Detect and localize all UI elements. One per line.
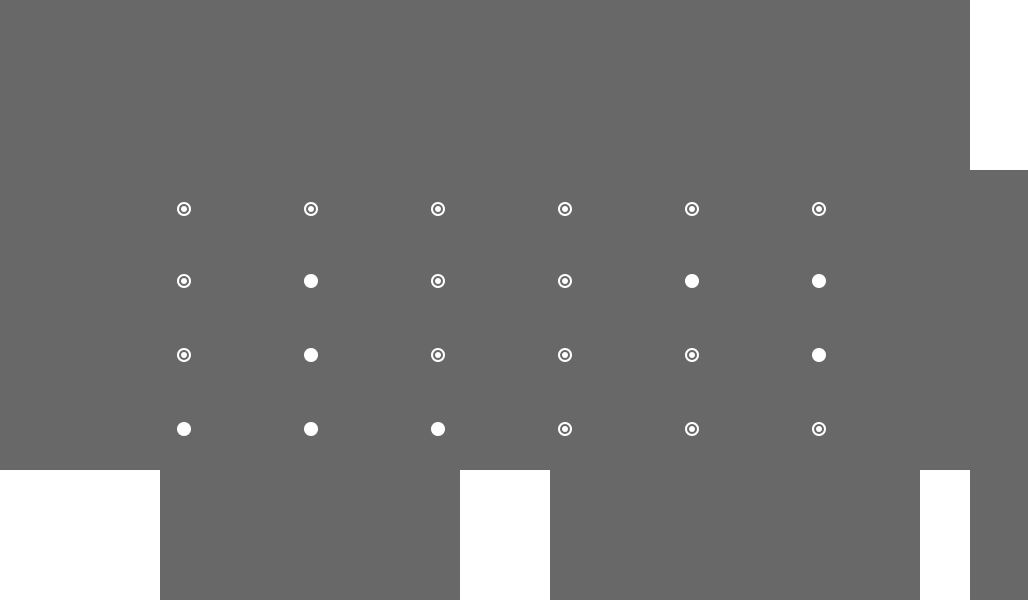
- ring-dot-r0c1: [304, 202, 318, 216]
- bg-block-1: [0, 170, 1028, 470]
- solid-dot-r1c4: [685, 274, 699, 288]
- solid-dot-r1c1: [304, 274, 318, 288]
- diagram-canvas: [0, 0, 1028, 600]
- ring-dot-r3c4: [685, 422, 699, 436]
- bg-block-0: [0, 0, 970, 170]
- solid-dot-r3c2: [431, 422, 445, 436]
- ring-dot-r3c3: [558, 422, 572, 436]
- solid-dot-r3c1: [304, 422, 318, 436]
- ring-dot-r1c2: [431, 274, 445, 288]
- solid-dot-r2c5: [812, 348, 826, 362]
- bg-block-4: [970, 470, 1028, 600]
- bg-block-3: [550, 470, 920, 600]
- ring-dot-corner-top: [933, 489, 947, 503]
- ring-dot-r1c3: [558, 274, 572, 288]
- ring-dot-r0c3: [558, 202, 572, 216]
- ring-dot-r0c5: [812, 202, 826, 216]
- ring-dot-r1c0: [177, 274, 191, 288]
- ring-dot-r0c4: [685, 202, 699, 216]
- solid-dot-r3c0: [177, 422, 191, 436]
- ring-dot-r2c4: [685, 348, 699, 362]
- ring-dot-r2c3: [558, 348, 572, 362]
- ring-dot-r0c0: [177, 202, 191, 216]
- bg-block-2: [160, 470, 460, 600]
- solid-dot-r2c1: [304, 348, 318, 362]
- solid-dot-r1c5: [812, 274, 826, 288]
- solid-dot-corner-bottom: [933, 527, 947, 541]
- ring-dot-r2c0: [177, 348, 191, 362]
- ring-dot-r0c2: [431, 202, 445, 216]
- ring-dot-r3c5: [812, 422, 826, 436]
- ring-dot-r2c2: [431, 348, 445, 362]
